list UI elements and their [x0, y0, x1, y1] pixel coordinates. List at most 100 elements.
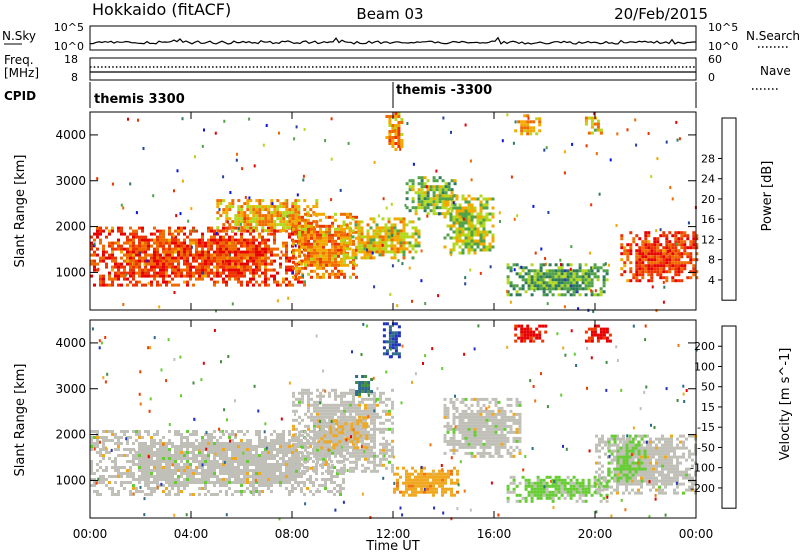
heatmap-cell: [279, 262, 282, 266]
heatmap-cell: [557, 266, 561, 270]
heatmap-cell: [373, 391, 376, 395]
heatmap-cell: [225, 238, 228, 242]
heatmap-cell: [231, 226, 235, 230]
heatmap-cell: [300, 472, 303, 475]
heatmap-cell: [90, 463, 93, 466]
heatmap-cell: [404, 203, 407, 207]
heatmap-cell: [331, 262, 334, 266]
heatmap-cell: [295, 215, 298, 219]
heatmap-cell: [177, 475, 180, 478]
heatmap-cell: [240, 205, 244, 209]
heatmap-cell: [261, 229, 265, 233]
heatmap-cell: [354, 256, 358, 260]
heatmap-cell: [153, 268, 156, 272]
heatmap-cell: [331, 415, 334, 419]
heatmap-cell: [108, 487, 111, 490]
heatmap-cell: [291, 472, 294, 475]
heatmap-cell: [659, 249, 663, 253]
heatmap-cell: [282, 442, 285, 445]
heatmap-cell: [246, 460, 249, 463]
heatmap-cell: [240, 238, 243, 242]
heatmap-cell: [458, 221, 462, 225]
heatmap-cell: [364, 448, 367, 452]
heatmap-cell: [216, 268, 219, 272]
heatmap-cell: [655, 309, 658, 313]
nave-tick-low: 0: [708, 71, 715, 84]
heatmap-cell: [328, 457, 331, 461]
heatmap-cell: [279, 217, 283, 221]
heatmap-cell: [464, 245, 468, 249]
heatmap-cell: [129, 226, 132, 230]
heatmap-cell: [292, 248, 295, 252]
heatmap-cell: [258, 199, 262, 203]
heatmap-cell: [385, 466, 388, 470]
heatmap-cell: [482, 218, 486, 222]
heatmap-cell: [545, 272, 549, 276]
heatmap-cell: [641, 267, 645, 271]
heatmap-cell: [297, 199, 301, 203]
power-heatmap: [90, 112, 699, 313]
heatmap-cell: [339, 469, 342, 472]
heatmap-cell: [150, 451, 153, 454]
heatmap-cell: [243, 457, 246, 460]
heatmap-cell: [544, 262, 547, 266]
heatmap-cell: [303, 493, 306, 496]
heatmap-cell: [150, 487, 153, 490]
heatmap-cell: [596, 128, 600, 132]
heatmap-cell: [292, 227, 295, 231]
heatmap-cell: [255, 481, 258, 484]
heatmap-cell: [479, 215, 483, 219]
heatmap-cell: [455, 218, 459, 222]
heatmap-cell: [174, 430, 177, 433]
heatmap-cell: [270, 229, 274, 233]
heatmap-cell: [201, 439, 204, 442]
heatmap-cell: [482, 233, 486, 237]
heatmap-cell: [219, 463, 222, 466]
heatmap-cell: [102, 481, 105, 484]
heatmap-cell: [267, 217, 271, 221]
heatmap-cell: [147, 478, 150, 481]
heatmap-cell: [526, 129, 530, 133]
heatmap-cell: [353, 262, 356, 266]
heatmap-cell: [295, 239, 298, 243]
heatmap-cell: [485, 215, 489, 219]
heatmap-cell: [298, 275, 301, 279]
heatmap-cell: [393, 247, 397, 251]
heatmap-cell: [210, 268, 213, 272]
heatmap-cell: [542, 284, 546, 288]
heatmap-cell: [141, 451, 144, 454]
heatmap-cell: [325, 230, 328, 234]
heatmap-cell: [569, 278, 573, 282]
heatmap-cell: [464, 221, 468, 225]
heatmap-cell: [159, 442, 162, 445]
heatmap-cell: [523, 114, 527, 118]
heatmap-cell: [225, 262, 228, 266]
heatmap-cell: [90, 259, 93, 263]
heatmap-cell: [249, 277, 252, 281]
heatmap-cell: [479, 427, 483, 431]
heatmap-cell: [316, 254, 319, 258]
heatmap-cell: [330, 117, 333, 121]
heatmap-cell: [231, 442, 234, 445]
heatmap-cell: [659, 267, 663, 271]
heatmap-cell: [470, 239, 474, 243]
heatmap-cell: [665, 237, 669, 241]
heatmap-cell: [210, 463, 213, 466]
heatmap-cell: [342, 250, 346, 254]
heatmap-cell: [213, 235, 216, 239]
heatmap-cell: [237, 463, 240, 466]
heatmap-cell: [264, 241, 267, 245]
heatmap-cell: [641, 276, 645, 280]
heatmap-cell: [165, 253, 168, 257]
heatmap-cell: [316, 436, 319, 440]
heatmap-cell: [156, 475, 159, 478]
heatmap-cell: [267, 211, 271, 215]
heatmap-cell: [225, 481, 228, 484]
heatmap-cell: [319, 275, 322, 279]
heatmap-cell: [464, 215, 468, 219]
heatmap-cell: [441, 206, 445, 210]
heatmap-cell: [153, 475, 156, 478]
heatmap-cell: [470, 206, 474, 210]
heatmap-cell: [150, 268, 153, 272]
heatmap-cell: [162, 469, 165, 472]
